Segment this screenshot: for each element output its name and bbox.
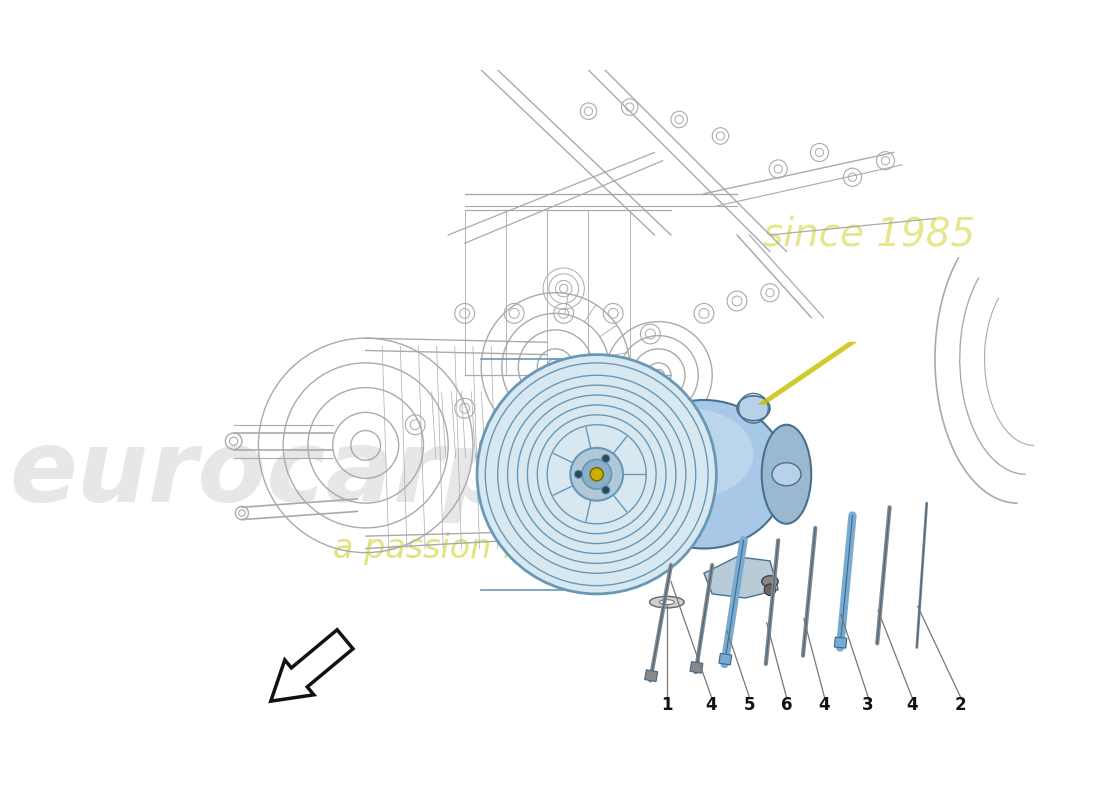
Ellipse shape [621,400,786,549]
Polygon shape [704,557,778,598]
Ellipse shape [772,462,801,486]
Text: 4: 4 [818,696,830,714]
Text: 2: 2 [955,696,967,714]
Text: 4: 4 [906,696,917,714]
Text: eurocarparts: eurocarparts [10,426,738,522]
FancyArrow shape [271,630,353,701]
Polygon shape [719,654,732,665]
Text: 3: 3 [862,696,874,714]
Ellipse shape [737,396,770,421]
Ellipse shape [621,408,754,499]
Polygon shape [645,670,658,682]
Circle shape [590,468,603,481]
Text: 6: 6 [781,696,792,714]
Ellipse shape [761,425,811,524]
Circle shape [574,470,583,478]
Circle shape [570,448,623,501]
Text: a passion for: a passion for [332,532,548,565]
Circle shape [764,584,776,595]
Ellipse shape [659,600,674,605]
Ellipse shape [761,576,778,587]
Text: 5: 5 [744,696,755,714]
Ellipse shape [649,596,684,608]
Circle shape [582,459,612,489]
Text: since 1985: since 1985 [763,216,975,254]
Text: 4: 4 [705,696,717,714]
Text: 1: 1 [661,696,672,714]
Circle shape [602,486,609,494]
Polygon shape [690,662,703,673]
Polygon shape [834,637,847,648]
Circle shape [477,354,716,594]
Circle shape [602,454,609,462]
